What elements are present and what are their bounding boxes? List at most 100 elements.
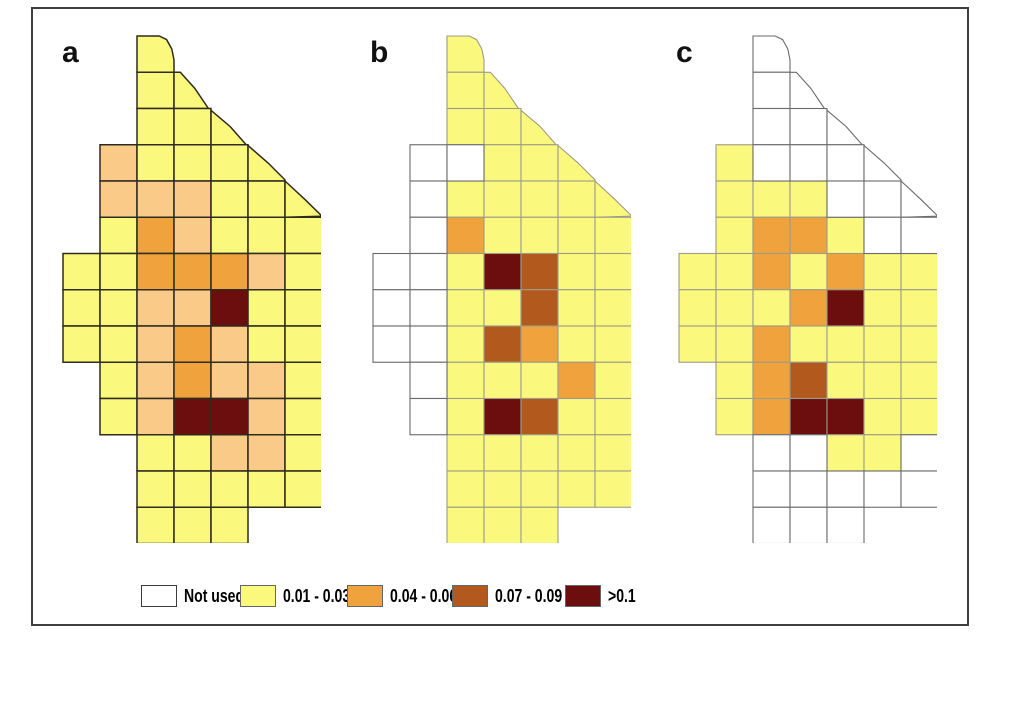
grid-cell (483, 107, 522, 146)
grid-cell (520, 216, 559, 255)
grid-cell (136, 144, 175, 182)
grid-cell (173, 397, 212, 436)
grid-cell (715, 289, 754, 327)
grid-cell (863, 144, 902, 182)
grid-cell (409, 252, 448, 291)
grid-cell (409, 144, 448, 182)
grid-cell (520, 470, 559, 508)
grid-cell (557, 434, 596, 472)
grid-cell (62, 252, 101, 291)
grid-cell (520, 144, 559, 182)
grid-cell (483, 71, 520, 110)
panel-a-label: a (62, 36, 79, 69)
grid-cell (247, 470, 286, 508)
grid-cell (715, 252, 754, 291)
grid-cell (446, 107, 485, 146)
grid-cell (136, 361, 175, 400)
grid-cell (826, 144, 865, 182)
grid-cell (520, 361, 559, 400)
legend-label: 0.01 - 0.03 (283, 586, 351, 606)
grid-cell (210, 180, 249, 218)
grid-cell (900, 216, 939, 255)
grid-cell (99, 144, 138, 182)
grid-cell (557, 252, 596, 291)
grid-cell (520, 252, 559, 291)
grid-cell (520, 325, 559, 363)
grid-cell (247, 434, 286, 472)
grid-cell (99, 289, 138, 327)
legend-swatch (141, 585, 177, 607)
grid-cell (173, 216, 212, 255)
panel-c-label: c (676, 36, 693, 69)
grid-cell (863, 252, 902, 291)
grid-cell (173, 107, 212, 146)
grid-cell (826, 289, 865, 327)
grid-cell (900, 397, 939, 436)
legend-label: 0.07 - 0.09 (495, 586, 563, 606)
grid-cell (210, 325, 249, 363)
grid-cell (136, 397, 175, 436)
grid-cell (210, 361, 249, 400)
grid-cell (136, 470, 175, 508)
figure-frame: a b c Not used 0.01 - 0.03 0.04 - 0.06 0.07… (31, 7, 969, 626)
grid-cell (752, 361, 791, 400)
grid-cell (247, 216, 286, 255)
grid-cell (789, 434, 828, 472)
grid-cell (446, 180, 485, 218)
grid-cell (409, 361, 448, 400)
grid-cell (372, 325, 411, 363)
grid-cell (789, 180, 828, 218)
grid-cell (446, 216, 485, 255)
grid-cell (789, 470, 828, 508)
grid-cell (99, 397, 138, 436)
grid-cell (99, 180, 138, 218)
grid-cell (210, 108, 248, 146)
legend-item: 0.04 - 0.06 (347, 585, 476, 607)
grid-cell (863, 434, 902, 472)
grid-cell (594, 325, 633, 363)
grid-cell (863, 289, 902, 327)
grid-cell (483, 325, 522, 363)
grid-map-svg (62, 35, 324, 545)
grid-cell (752, 216, 791, 255)
grid-cell (483, 506, 522, 545)
grid-cell (173, 434, 212, 472)
grid-cell (752, 180, 791, 218)
panel-b-label: b (370, 36, 389, 69)
grid-cell (826, 506, 865, 545)
grid-cell (483, 397, 522, 436)
legend-swatch (240, 585, 276, 607)
grid-cell (210, 434, 249, 472)
grid-cell (520, 397, 559, 436)
grid-cell (789, 107, 828, 146)
grid-cell (210, 470, 249, 508)
grid-cell (715, 180, 754, 218)
legend-label: Not used (184, 586, 245, 606)
grid-cell (173, 180, 212, 218)
grid-cell (789, 506, 828, 545)
grid-cell (900, 252, 939, 291)
grid-cell (446, 361, 485, 400)
grid-cell (826, 252, 865, 291)
grid-cell (863, 216, 902, 255)
grid-cell (752, 397, 791, 436)
grid-cell (752, 144, 791, 182)
grid-cell (752, 470, 791, 508)
grid-cell (62, 289, 101, 327)
grid-cell (62, 325, 101, 363)
legend-item: >0.1 (565, 585, 644, 607)
grid-cell (483, 144, 522, 182)
grid-cell (173, 289, 212, 327)
grid-cell (173, 144, 212, 182)
grid-cell (136, 506, 175, 545)
grid-cell (173, 252, 212, 291)
grid-cell (900, 179, 940, 218)
grid-cell (752, 325, 791, 363)
grid-cell (752, 35, 791, 73)
grid-cell (900, 289, 939, 327)
grid-cell (284, 434, 323, 472)
grid-cell (409, 289, 448, 327)
grid-cell (210, 397, 249, 436)
grid-cell (863, 397, 902, 436)
